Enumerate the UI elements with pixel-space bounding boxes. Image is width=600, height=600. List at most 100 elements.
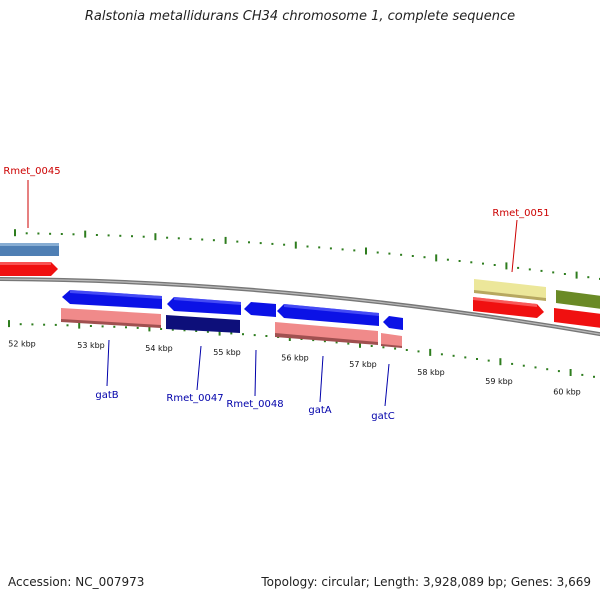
minor-tick <box>552 271 555 274</box>
accession-label: Accession: NC_007973 <box>8 575 145 589</box>
minor-tick <box>195 330 198 332</box>
feature-gatA-salmon[interactable] <box>275 322 378 345</box>
minor-tick <box>353 249 356 252</box>
minor-tick <box>482 262 484 265</box>
scale-label: 57 kbp <box>349 360 377 369</box>
scale-label: 53 kbp <box>77 341 105 350</box>
minor-tick <box>248 241 250 244</box>
major-tick <box>429 348 432 356</box>
label-gatB[interactable]: gatB <box>95 390 118 401</box>
minor-tick <box>265 335 268 337</box>
label-Rmet_0045[interactable]: Rmet_0045 <box>3 166 60 177</box>
minor-tick <box>382 346 385 349</box>
feature-right-olive[interactable] <box>556 290 600 309</box>
minor-tick <box>400 253 403 256</box>
minor-tick <box>405 349 408 351</box>
minor-tick <box>581 373 584 376</box>
minor-tick <box>476 358 478 360</box>
minor-tick <box>335 341 338 344</box>
minor-tick <box>125 326 127 329</box>
minor-tick <box>417 350 420 353</box>
major-tick <box>218 328 221 336</box>
label-gatC[interactable]: gatC <box>371 411 394 422</box>
minor-tick <box>177 237 180 240</box>
label-leaders <box>27 180 518 407</box>
minor-tick <box>259 242 262 245</box>
minor-tick <box>458 260 461 262</box>
major-tick <box>499 358 502 366</box>
feature-rmet0051-khaki[interactable] <box>474 279 546 301</box>
minor-tick <box>19 323 22 326</box>
scale-label: 60 kbp <box>553 388 581 397</box>
minor-tick <box>318 246 321 249</box>
minor-tick <box>370 345 373 347</box>
major-tick <box>8 320 10 328</box>
feature-rmet0051-red[interactable] <box>473 297 544 318</box>
feature-left-steel[interactable] <box>0 243 59 256</box>
feature-gatB[interactable] <box>62 290 162 309</box>
minor-tick <box>587 276 590 279</box>
minor-tick <box>66 324 69 327</box>
minor-tick <box>534 366 537 369</box>
minor-tick <box>557 370 560 373</box>
minor-tick <box>323 340 326 343</box>
feature-left-red[interactable] <box>0 262 58 276</box>
minor-tick <box>593 375 595 378</box>
minor-tick <box>131 235 133 238</box>
minor-tick <box>312 339 315 342</box>
minor-tick <box>329 247 332 250</box>
major-tick <box>435 254 438 262</box>
minor-tick <box>236 240 239 243</box>
minor-tick <box>464 356 467 359</box>
upper-tick-row <box>14 229 600 280</box>
minor-tick <box>107 234 110 237</box>
feature-Rmet0048[interactable] <box>244 302 276 317</box>
major-tick <box>224 236 227 244</box>
feature-gatC[interactable] <box>383 316 403 330</box>
label-gatA[interactable]: gatA <box>308 405 331 416</box>
minor-tick <box>31 323 34 326</box>
feature-gatB-salmon[interactable] <box>61 308 161 328</box>
scale-label: 55 kbp <box>213 348 241 357</box>
minor-tick <box>253 334 256 337</box>
minor-tick <box>201 238 204 241</box>
feature-gatA[interactable] <box>277 304 379 326</box>
feature-gatC-salmon[interactable] <box>381 333 402 348</box>
major-tick <box>78 321 81 329</box>
minor-tick <box>423 256 426 259</box>
major-tick <box>14 229 16 237</box>
minor-tick <box>160 328 163 330</box>
minor-tick <box>511 362 514 365</box>
feature-Rmet0047-navy[interactable] <box>166 315 240 333</box>
minor-tick <box>376 251 379 254</box>
minor-tick <box>522 364 525 367</box>
major-tick <box>575 271 578 279</box>
minor-tick <box>171 328 174 331</box>
feature-right-red[interactable] <box>554 308 600 328</box>
minor-tick <box>25 232 28 235</box>
major-tick <box>505 262 508 270</box>
minor-tick <box>528 268 531 271</box>
minor-tick <box>49 232 52 235</box>
scale-label: 54 kbp <box>145 344 173 353</box>
label-Rmet_0048[interactable]: Rmet_0048 <box>226 399 283 410</box>
label-Rmet_0047[interactable]: Rmet_0047 <box>166 393 223 404</box>
minor-tick <box>206 330 209 333</box>
scale-label: 58 kbp <box>417 368 445 377</box>
minor-tick <box>341 248 344 251</box>
minor-tick <box>166 236 169 239</box>
minor-tick <box>89 325 92 327</box>
major-tick <box>84 230 87 238</box>
label-Rmet_0051[interactable]: Rmet_0051 <box>492 208 549 219</box>
minor-tick <box>142 235 145 238</box>
minor-tick <box>54 323 57 326</box>
minor-tick <box>452 354 455 357</box>
minor-tick <box>60 233 63 235</box>
feature-Rmet0047[interactable] <box>167 297 241 315</box>
minor-tick <box>283 243 286 246</box>
minor-tick <box>493 264 496 266</box>
minor-tick <box>119 234 122 237</box>
minor-tick <box>440 353 443 356</box>
minor-tick <box>230 332 233 335</box>
